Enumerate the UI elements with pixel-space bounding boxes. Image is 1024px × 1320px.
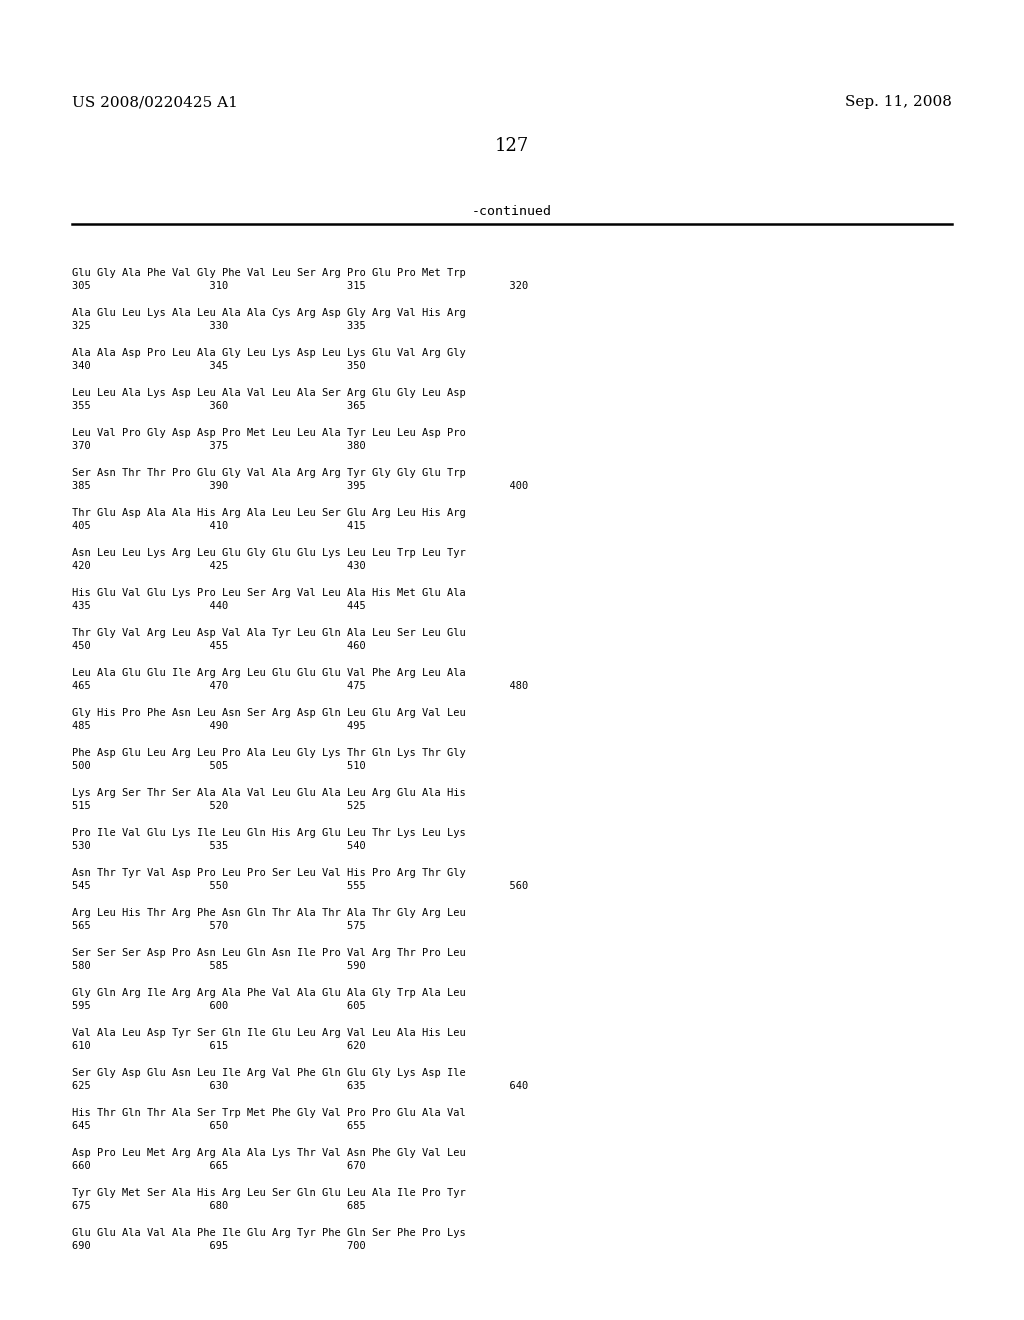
Text: 385                   390                   395                       400: 385 390 395 400 (72, 480, 528, 491)
Text: 420                   425                   430: 420 425 430 (72, 561, 366, 572)
Text: Leu Val Pro Gly Asp Asp Pro Met Leu Leu Ala Tyr Leu Leu Asp Pro: Leu Val Pro Gly Asp Asp Pro Met Leu Leu … (72, 428, 466, 438)
Text: Leu Ala Glu Glu Ile Arg Arg Leu Glu Glu Glu Val Phe Arg Leu Ala: Leu Ala Glu Glu Ile Arg Arg Leu Glu Glu … (72, 668, 466, 678)
Text: 690                   695                   700: 690 695 700 (72, 1241, 366, 1251)
Text: 127: 127 (495, 137, 529, 154)
Text: 625                   630                   635                       640: 625 630 635 640 (72, 1081, 528, 1092)
Text: 580                   585                   590: 580 585 590 (72, 961, 366, 972)
Text: 465                   470                   475                       480: 465 470 475 480 (72, 681, 528, 690)
Text: Tyr Gly Met Ser Ala His Arg Leu Ser Gln Glu Leu Ala Ile Pro Tyr: Tyr Gly Met Ser Ala His Arg Leu Ser Gln … (72, 1188, 466, 1199)
Text: 355                   360                   365: 355 360 365 (72, 401, 366, 411)
Text: Sep. 11, 2008: Sep. 11, 2008 (845, 95, 952, 110)
Text: 500                   505                   510: 500 505 510 (72, 762, 366, 771)
Text: Thr Glu Asp Ala Ala His Arg Ala Leu Leu Ser Glu Arg Leu His Arg: Thr Glu Asp Ala Ala His Arg Ala Leu Leu … (72, 508, 466, 517)
Text: 660                   665                   670: 660 665 670 (72, 1162, 366, 1171)
Text: Leu Leu Ala Lys Asp Leu Ala Val Leu Ala Ser Arg Glu Gly Leu Asp: Leu Leu Ala Lys Asp Leu Ala Val Leu Ala … (72, 388, 466, 399)
Text: 515                   520                   525: 515 520 525 (72, 801, 366, 810)
Text: 595                   600                   605: 595 600 605 (72, 1001, 366, 1011)
Text: 545                   550                   555                       560: 545 550 555 560 (72, 880, 528, 891)
Text: 675                   680                   685: 675 680 685 (72, 1201, 366, 1210)
Text: Ala Glu Leu Lys Ala Leu Ala Ala Cys Arg Asp Gly Arg Val His Arg: Ala Glu Leu Lys Ala Leu Ala Ala Cys Arg … (72, 308, 466, 318)
Text: Gly Gln Arg Ile Arg Arg Ala Phe Val Ala Glu Ala Gly Trp Ala Leu: Gly Gln Arg Ile Arg Arg Ala Phe Val Ala … (72, 987, 466, 998)
Text: Asn Leu Leu Lys Arg Leu Glu Gly Glu Glu Lys Leu Leu Trp Leu Tyr: Asn Leu Leu Lys Arg Leu Glu Gly Glu Glu … (72, 548, 466, 558)
Text: Asp Pro Leu Met Arg Arg Ala Ala Lys Thr Val Asn Phe Gly Val Leu: Asp Pro Leu Met Arg Arg Ala Ala Lys Thr … (72, 1148, 466, 1158)
Text: 645                   650                   655: 645 650 655 (72, 1121, 366, 1131)
Text: 370                   375                   380: 370 375 380 (72, 441, 366, 451)
Text: 565                   570                   575: 565 570 575 (72, 921, 366, 931)
Text: Gly His Pro Phe Asn Leu Asn Ser Arg Asp Gln Leu Glu Arg Val Leu: Gly His Pro Phe Asn Leu Asn Ser Arg Asp … (72, 708, 466, 718)
Text: Ser Ser Ser Asp Pro Asn Leu Gln Asn Ile Pro Val Arg Thr Pro Leu: Ser Ser Ser Asp Pro Asn Leu Gln Asn Ile … (72, 948, 466, 958)
Text: Lys Arg Ser Thr Ser Ala Ala Val Leu Glu Ala Leu Arg Glu Ala His: Lys Arg Ser Thr Ser Ala Ala Val Leu Glu … (72, 788, 466, 799)
Text: 435                   440                   445: 435 440 445 (72, 601, 366, 611)
Text: Asn Thr Tyr Val Asp Pro Leu Pro Ser Leu Val His Pro Arg Thr Gly: Asn Thr Tyr Val Asp Pro Leu Pro Ser Leu … (72, 869, 466, 878)
Text: Glu Glu Ala Val Ala Phe Ile Glu Arg Tyr Phe Gln Ser Phe Pro Lys: Glu Glu Ala Val Ala Phe Ile Glu Arg Tyr … (72, 1228, 466, 1238)
Text: 305                   310                   315                       320: 305 310 315 320 (72, 281, 528, 290)
Text: His Glu Val Glu Lys Pro Leu Ser Arg Val Leu Ala His Met Glu Ala: His Glu Val Glu Lys Pro Leu Ser Arg Val … (72, 587, 466, 598)
Text: US 2008/0220425 A1: US 2008/0220425 A1 (72, 95, 238, 110)
Text: Ser Asn Thr Thr Pro Glu Gly Val Ala Arg Arg Tyr Gly Gly Glu Trp: Ser Asn Thr Thr Pro Glu Gly Val Ala Arg … (72, 469, 466, 478)
Text: 340                   345                   350: 340 345 350 (72, 360, 366, 371)
Text: -continued: -continued (472, 205, 552, 218)
Text: Pro Ile Val Glu Lys Ile Leu Gln His Arg Glu Leu Thr Lys Leu Lys: Pro Ile Val Glu Lys Ile Leu Gln His Arg … (72, 828, 466, 838)
Text: Phe Asp Glu Leu Arg Leu Pro Ala Leu Gly Lys Thr Gln Lys Thr Gly: Phe Asp Glu Leu Arg Leu Pro Ala Leu Gly … (72, 748, 466, 758)
Text: 485                   490                   495: 485 490 495 (72, 721, 366, 731)
Text: 450                   455                   460: 450 455 460 (72, 642, 366, 651)
Text: 610                   615                   620: 610 615 620 (72, 1041, 366, 1051)
Text: Arg Leu His Thr Arg Phe Asn Gln Thr Ala Thr Ala Thr Gly Arg Leu: Arg Leu His Thr Arg Phe Asn Gln Thr Ala … (72, 908, 466, 917)
Text: Thr Gly Val Arg Leu Asp Val Ala Tyr Leu Gln Ala Leu Ser Leu Glu: Thr Gly Val Arg Leu Asp Val Ala Tyr Leu … (72, 628, 466, 638)
Text: Glu Gly Ala Phe Val Gly Phe Val Leu Ser Arg Pro Glu Pro Met Trp: Glu Gly Ala Phe Val Gly Phe Val Leu Ser … (72, 268, 466, 279)
Text: Ala Ala Asp Pro Leu Ala Gly Leu Lys Asp Leu Lys Glu Val Arg Gly: Ala Ala Asp Pro Leu Ala Gly Leu Lys Asp … (72, 348, 466, 358)
Text: 325                   330                   335: 325 330 335 (72, 321, 366, 331)
Text: Ser Gly Asp Glu Asn Leu Ile Arg Val Phe Gln Glu Gly Lys Asp Ile: Ser Gly Asp Glu Asn Leu Ile Arg Val Phe … (72, 1068, 466, 1078)
Text: His Thr Gln Thr Ala Ser Trp Met Phe Gly Val Pro Pro Glu Ala Val: His Thr Gln Thr Ala Ser Trp Met Phe Gly … (72, 1107, 466, 1118)
Text: Val Ala Leu Asp Tyr Ser Gln Ile Glu Leu Arg Val Leu Ala His Leu: Val Ala Leu Asp Tyr Ser Gln Ile Glu Leu … (72, 1028, 466, 1038)
Text: 405                   410                   415: 405 410 415 (72, 521, 366, 531)
Text: 530                   535                   540: 530 535 540 (72, 841, 366, 851)
